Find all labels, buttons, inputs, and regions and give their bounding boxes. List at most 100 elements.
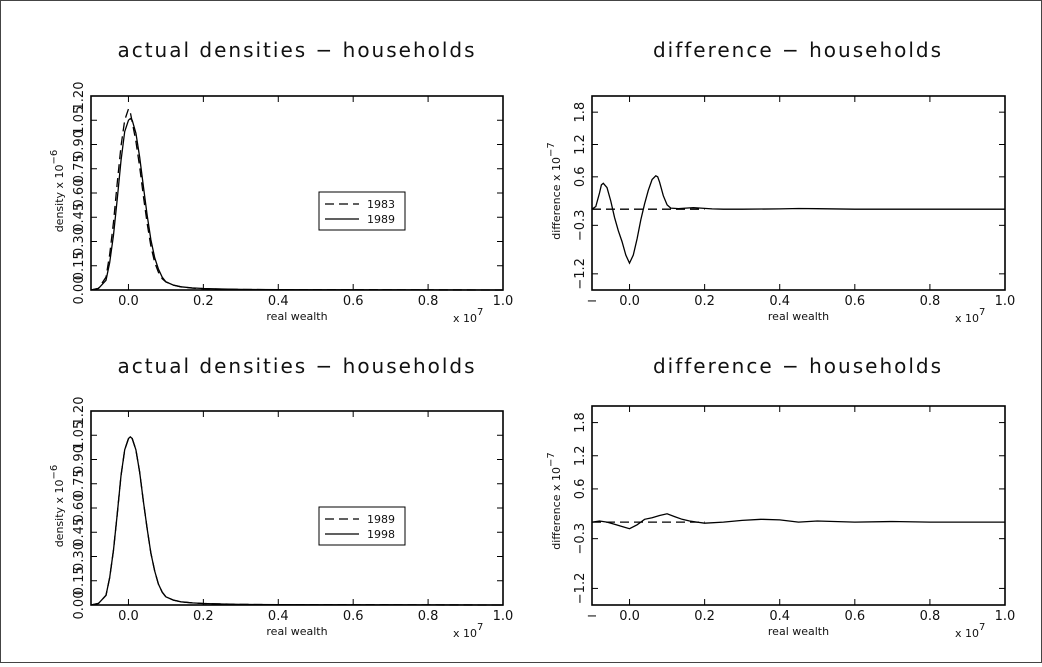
x-axis-label: real wealth [266, 625, 327, 638]
x-multiplier: x 107 [955, 307, 985, 325]
x-tick-label: − [587, 294, 598, 309]
x-tick-label: 1.0 [493, 609, 514, 624]
x-tick-label: 1.0 [995, 294, 1016, 309]
y-tick-label: 0.60 [72, 494, 87, 523]
y-tick-label: 1.20 [72, 397, 87, 426]
y-tick-label: 0.45 [72, 203, 87, 232]
x-tick-label: − [587, 609, 598, 624]
series-line-1989 [90, 436, 504, 606]
x-tick-label: 0.2 [193, 609, 214, 624]
legend-label: 1998 [367, 528, 395, 541]
y-multiplier-exponent: −7 [546, 142, 557, 157]
y-tick-label: 1.20 [72, 82, 87, 111]
x-multiplier-exponent: 7 [477, 307, 483, 318]
x-tick-label: 0.4 [268, 609, 289, 624]
series-line-difference [591, 513, 1005, 530]
legend: 1983 1989 [318, 191, 406, 231]
plot-frame [591, 405, 1006, 606]
x-multiplier: x 107 [955, 622, 985, 640]
y-tick-label: 0.30 [72, 542, 87, 571]
legend-box [318, 506, 406, 546]
plot-frame [90, 410, 504, 606]
y-tick-label: 0.6 [573, 166, 588, 187]
x-tick-label: 0.4 [769, 294, 790, 309]
y-axis-label: density x 10−6 [49, 150, 66, 233]
chart-panel-2: difference − households − 0.0 0.2 0.4 0.6 0.8 1… [546, 38, 1015, 325]
x-tick-label: 0.0 [619, 609, 640, 624]
series-line-1989 [90, 117, 504, 291]
y-tick-label: 1.2 [573, 445, 588, 466]
x-tick-label: 0.0 [619, 294, 640, 309]
chart-panel-1: actual densities − households 0.0 0.2 0.4 0.… [49, 38, 513, 325]
y-tick-label: −1.2 [573, 258, 588, 290]
x-tick-label: 0.2 [694, 294, 715, 309]
y-tick-label: 0.00 [72, 276, 87, 305]
y-tick-label: 0.90 [72, 445, 87, 474]
x-axis-label: real wealth [266, 310, 327, 323]
x-tick-label: 0.6 [844, 609, 865, 624]
y-tick-label: 0.6 [573, 479, 588, 500]
legend-label: 1983 [367, 198, 395, 211]
y-axis-label: difference x 10−7 [546, 452, 563, 549]
y-tick-label: 0.75 [72, 154, 87, 183]
y-tick-label: 0.15 [72, 566, 87, 595]
y-tick-label: 0.15 [72, 251, 87, 280]
legend-box [318, 191, 406, 231]
chart-panel-3: actual densities − households 0.0 0.2 0.4 0.… [49, 354, 513, 640]
y-tick-label: 0.00 [72, 591, 87, 620]
x-tick-label: 0.8 [418, 294, 439, 309]
x-tick-label: 0.6 [343, 609, 364, 624]
y-tick-label: −0.3 [573, 523, 588, 555]
y-multiplier-exponent: −6 [49, 465, 60, 480]
plot-frame [90, 95, 504, 291]
legend-label: 1989 [367, 513, 395, 526]
y-tick-label: 0.60 [72, 179, 87, 208]
y-tick-label: 0.75 [72, 469, 87, 498]
x-tick-label: 0.6 [343, 294, 364, 309]
x-tick-label: 0.4 [769, 609, 790, 624]
y-tick-label: −0.3 [573, 210, 588, 242]
y-tick-label: −1.2 [573, 573, 588, 605]
x-axis-label: real wealth [768, 625, 829, 638]
y-tick-label: 0.45 [72, 518, 87, 547]
x-tick-label: 0.8 [418, 609, 439, 624]
y-tick-label: 1.2 [573, 134, 588, 155]
x-tick-label: 0.8 [920, 294, 941, 309]
y-tick-label: 0.30 [72, 227, 87, 256]
y-axis-label: density x 10−6 [49, 465, 66, 548]
legend-label: 1989 [367, 213, 395, 226]
x-axis-label: real wealth [768, 310, 829, 323]
chart-title: actual densities − households [117, 354, 476, 378]
x-tick-label: 0.2 [694, 609, 715, 624]
x-tick-label: 0.0 [118, 294, 139, 309]
y-tick-label: 1.8 [573, 412, 588, 433]
x-multiplier-exponent: 7 [477, 622, 483, 633]
x-multiplier: x 107 [453, 622, 483, 640]
y-multiplier-exponent: −7 [546, 452, 557, 467]
x-tick-label: 1.0 [493, 294, 514, 309]
x-multiplier: x 107 [453, 307, 483, 325]
legend: 1989 1998 [318, 506, 406, 546]
series-line-1983 [90, 107, 504, 291]
y-tick-label: 1.05 [72, 106, 87, 135]
x-tick-label: 0.8 [920, 609, 941, 624]
y-tick-label: 1.05 [72, 421, 87, 450]
x-multiplier-exponent: 7 [979, 307, 985, 318]
x-tick-label: 1.0 [995, 609, 1016, 624]
chart-panel-4: difference − households − 0.0 0.2 0.4 0.6 0.8 1… [546, 354, 1015, 640]
x-tick-label: 0.0 [118, 609, 139, 624]
y-tick-label: 1.8 [573, 102, 588, 123]
y-axis-label: difference x 10−7 [546, 142, 563, 239]
chart-title: actual densities − households [117, 38, 476, 62]
y-multiplier-exponent: −6 [49, 150, 60, 165]
x-tick-label: 0.4 [268, 294, 289, 309]
x-tick-label: 0.6 [844, 294, 865, 309]
plot-frame [591, 95, 1006, 291]
series-line-1998 [90, 436, 504, 606]
chart-title: difference − households [653, 38, 943, 62]
x-tick-label: 0.2 [193, 294, 214, 309]
chart-title: difference − households [653, 354, 943, 378]
series-line-difference [591, 175, 1005, 265]
